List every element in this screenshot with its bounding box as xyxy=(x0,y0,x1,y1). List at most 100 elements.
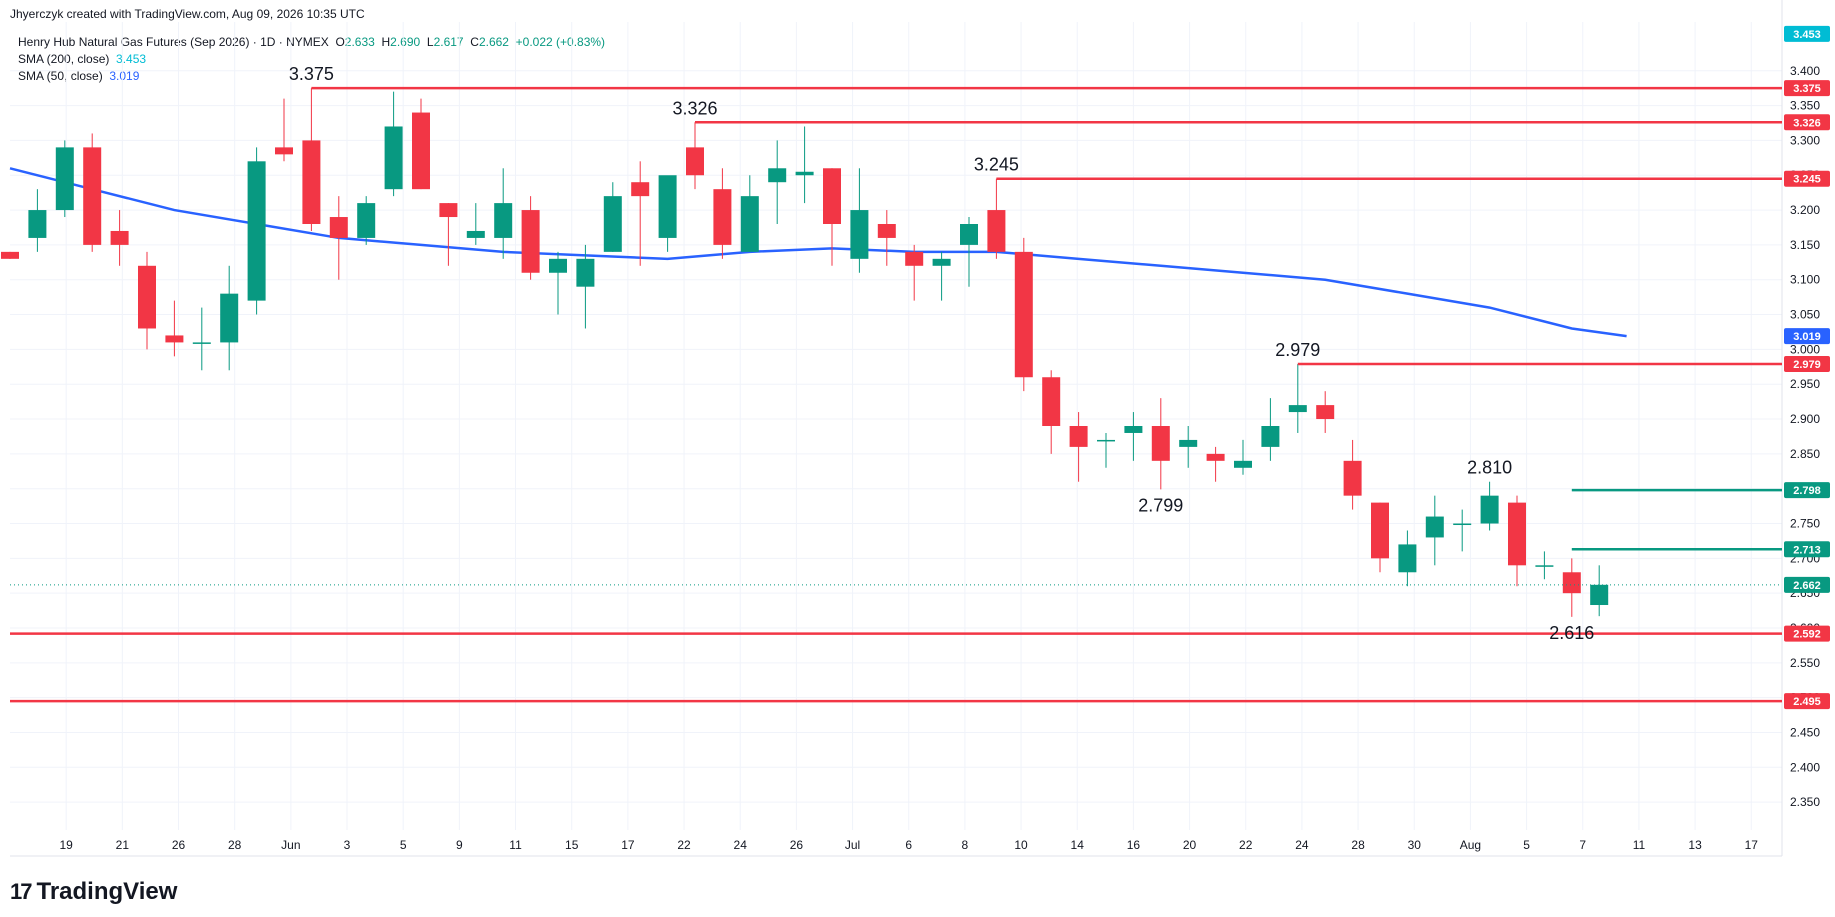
candle-body xyxy=(1234,460,1252,468)
x-tick-label: 22 xyxy=(677,838,691,852)
candle xyxy=(932,251,951,301)
price-annotation: 3.245 xyxy=(974,155,1019,175)
x-tick-label: 28 xyxy=(1351,838,1365,852)
candle xyxy=(850,168,869,273)
candle-body xyxy=(740,196,759,252)
candle-body xyxy=(850,210,869,259)
x-tick-label: 15 xyxy=(565,838,579,852)
candle xyxy=(494,168,513,259)
level-price-tag xyxy=(1784,482,1830,499)
x-tick-label: 26 xyxy=(172,838,186,852)
brand-name: TradingView xyxy=(36,878,178,905)
candle-body xyxy=(1288,405,1307,413)
level-price-tag xyxy=(1784,356,1830,373)
candle xyxy=(631,161,650,266)
candle-body xyxy=(1097,439,1115,442)
candle-body xyxy=(713,189,732,245)
candle xyxy=(439,203,458,266)
candle-body xyxy=(1590,584,1609,606)
candle xyxy=(1371,502,1389,573)
candle-body xyxy=(357,203,376,238)
candle xyxy=(603,182,622,252)
candle xyxy=(905,244,924,301)
candle-body xyxy=(823,168,841,224)
y-tick-label: 2.350 xyxy=(1790,795,1820,809)
candle-body xyxy=(576,258,595,287)
low-label: L xyxy=(426,35,434,49)
x-tick-label: 17 xyxy=(1745,838,1759,852)
axis-price-tag xyxy=(1784,25,1830,42)
candle xyxy=(412,98,430,190)
price-annotation: 3.375 xyxy=(289,64,334,84)
x-tick-label: 22 xyxy=(1239,838,1253,852)
x-tick-label: Jun xyxy=(281,838,300,852)
candle xyxy=(302,88,321,231)
low-value: 2.617 xyxy=(433,35,464,49)
candle-body xyxy=(412,112,430,190)
candle xyxy=(1508,495,1526,587)
symbol-name[interactable]: Henry Hub Natural Gas Futures (Sep 2026)… xyxy=(18,35,329,49)
price-annotation: 2.616 xyxy=(1549,623,1594,643)
candle-body xyxy=(83,147,102,245)
candle xyxy=(220,265,239,371)
sma50-label: SMA (50, close) xyxy=(18,69,103,83)
y-tick-label: 2.450 xyxy=(1790,725,1820,739)
candle-body xyxy=(28,210,47,238)
candle-body xyxy=(521,210,540,273)
price-annotation: 2.810 xyxy=(1467,458,1512,478)
tradingview-brand[interactable]: 17 TradingView xyxy=(10,878,177,906)
candle-body xyxy=(1014,251,1033,378)
candle-body xyxy=(549,258,567,273)
open-value: 2.633 xyxy=(344,35,375,49)
candle-body xyxy=(384,126,403,190)
y-tick-label: 2.400 xyxy=(1790,760,1820,774)
level-price-tag xyxy=(1784,114,1830,131)
candle-body xyxy=(220,293,239,343)
change-value: +0.022 (+0.83%) xyxy=(515,35,606,49)
legend-sma200-row[interactable]: SMA (200, close) 3.453 xyxy=(18,51,605,68)
candle xyxy=(1425,495,1444,566)
y-tick-label: 3.400 xyxy=(1790,64,1820,78)
x-tick-label: 30 xyxy=(1408,838,1422,852)
x-tick-label: 6 xyxy=(905,838,912,852)
candle xyxy=(1179,426,1198,468)
legend-sma50-row[interactable]: SMA (50, close) 3.019 xyxy=(18,68,605,85)
chart-legend: Henry Hub Natural Gas Futures (Sep 2026)… xyxy=(18,34,605,85)
candle xyxy=(138,251,156,350)
candle-body xyxy=(466,230,485,238)
y-tick-label: 3.150 xyxy=(1790,238,1820,252)
candle xyxy=(1343,439,1362,510)
y-tick-label: 3.050 xyxy=(1790,308,1820,322)
candle xyxy=(384,91,403,197)
candle-body xyxy=(165,335,184,343)
x-tick-label: Aug xyxy=(1460,838,1481,852)
x-tick-label: 24 xyxy=(734,838,748,852)
candle-body xyxy=(138,265,156,329)
candle-body xyxy=(439,203,458,218)
candle xyxy=(1480,481,1499,531)
candle-body xyxy=(877,224,896,238)
close-label: C xyxy=(470,35,479,49)
y-tick-label: 3.000 xyxy=(1790,342,1820,356)
level-price-label: 2.798 xyxy=(1793,485,1821,497)
candle xyxy=(1398,530,1417,587)
candle-body xyxy=(686,147,704,176)
x-tick-label: 19 xyxy=(59,838,73,852)
candle xyxy=(1,251,19,259)
high-label: H xyxy=(381,35,391,49)
high-value: 2.690 xyxy=(390,35,421,49)
x-tick-label: 7 xyxy=(1579,838,1586,852)
y-tick-label: 3.200 xyxy=(1790,203,1820,217)
candle xyxy=(28,189,47,252)
y-tick-label: 3.350 xyxy=(1790,99,1820,113)
candle xyxy=(1288,364,1307,433)
candle xyxy=(686,122,704,190)
candle-body xyxy=(55,147,74,211)
candle-body xyxy=(1425,516,1444,538)
candle xyxy=(1014,237,1033,392)
candle xyxy=(1206,446,1225,482)
candle xyxy=(960,217,978,287)
price-chart[interactable]: 2.3502.4002.4502.5002.5502.6002.6502.700… xyxy=(0,0,1835,870)
candle-body xyxy=(494,203,513,238)
level-price-label: 2.713 xyxy=(1793,544,1821,556)
